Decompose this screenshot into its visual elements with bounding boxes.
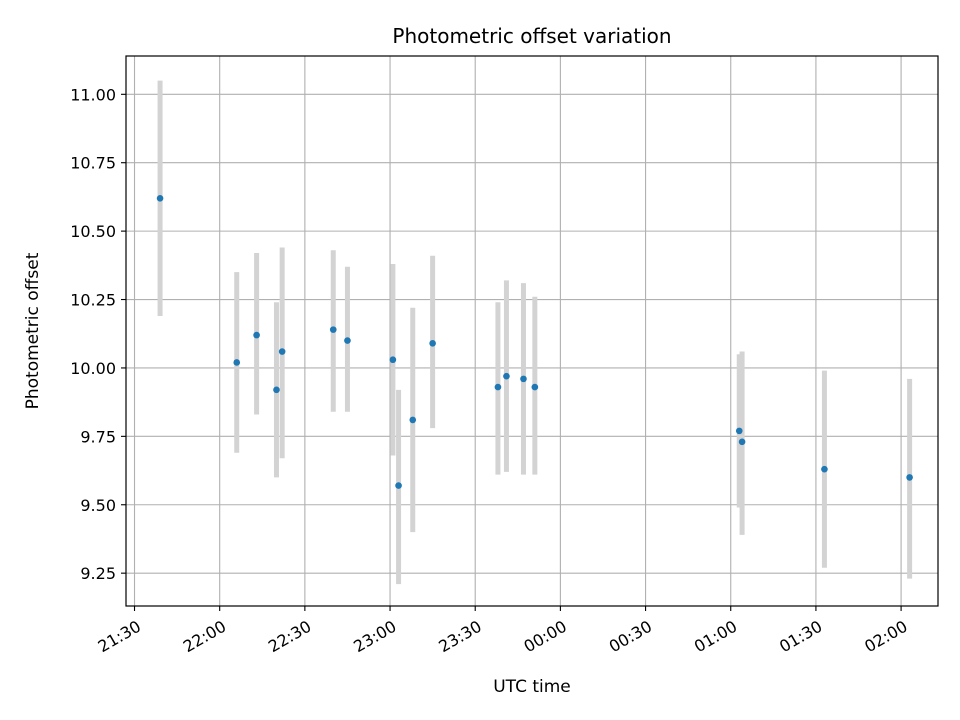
data-point — [494, 383, 502, 391]
data-point — [821, 465, 828, 473]
data-point — [253, 331, 260, 339]
y-tick-label: 10.25 — [70, 291, 116, 310]
data-point — [429, 340, 436, 347]
y-axis: 9.25 9.50 9.75 10.00 10.25 10.50 10.75 11.00 — [70, 85, 126, 583]
data-points — [156, 194, 913, 489]
y-axis-label: Photometric offset — [23, 252, 43, 409]
data-point — [520, 375, 527, 383]
y-tick-label: 10.75 — [70, 154, 116, 173]
data-point — [233, 359, 241, 366]
y-tick-label: 10.00 — [70, 359, 116, 378]
data-point — [409, 416, 417, 424]
y-tick-label: 11.00 — [70, 85, 116, 104]
data-point — [735, 427, 743, 435]
y-tick-label: 9.75 — [80, 427, 116, 446]
data-point — [389, 356, 397, 364]
data-point — [278, 348, 286, 355]
data-point — [273, 386, 280, 394]
x-axis-label: UTC time — [493, 677, 571, 697]
y-tick-label: 9.25 — [80, 564, 116, 583]
grid — [126, 56, 938, 606]
data-point — [344, 337, 351, 344]
data-point — [906, 474, 913, 481]
data-point — [531, 383, 539, 391]
data-point — [156, 194, 164, 202]
data-point — [395, 482, 402, 489]
data-point — [738, 438, 746, 446]
data-point — [329, 326, 337, 333]
y-tick-label: 10.50 — [70, 222, 116, 241]
y-tick-label: 9.50 — [80, 496, 116, 515]
plot-frame — [125, 55, 939, 607]
data-point — [503, 372, 510, 380]
chart-title: Photometric offset variation — [392, 24, 671, 48]
plot-area — [126, 56, 938, 606]
